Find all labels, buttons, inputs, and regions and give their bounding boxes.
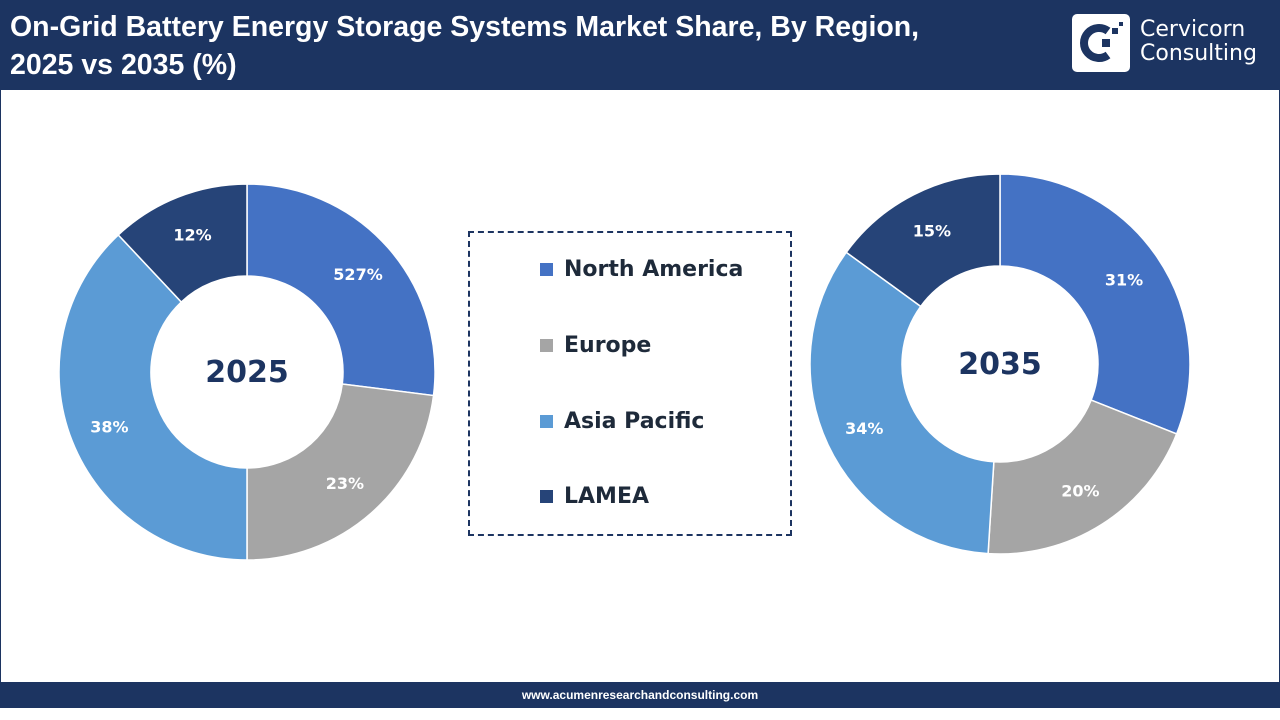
legend-item-europe: Europe xyxy=(540,330,651,360)
slice-2025-north-america xyxy=(246,183,436,397)
legend-swatch-europe xyxy=(540,338,553,352)
slice-label-2035-north-america: 31% xyxy=(1105,271,1143,290)
slice-2035-lamea xyxy=(845,173,1001,308)
legend-label-asia-pacific: Asia Pacific xyxy=(564,408,705,434)
legend-swatch-asia-pacific xyxy=(540,414,553,428)
slice-2035-north-america xyxy=(999,173,1191,435)
legend-item-north-america: North America xyxy=(540,254,743,284)
legend-item-asia-pacific: Asia Pacific xyxy=(540,406,704,436)
header-bar: On-Grid Battery Energy Storage Systems M… xyxy=(0,0,1280,90)
legend-swatch-lamea xyxy=(540,489,553,503)
slice-label-2035-lamea: 15% xyxy=(913,221,951,240)
legend-label-europe: Europe xyxy=(564,332,652,358)
legend-item-lamea: LAMEA xyxy=(540,481,649,511)
slice-2025-lamea xyxy=(117,183,248,304)
cervicorn-logo-text: Cervicorn Consulting xyxy=(1140,18,1257,66)
slice-label-2025-north-america: 527% xyxy=(333,265,382,284)
slice-label-2025-asia-pacific: 38% xyxy=(90,417,128,436)
chart-title-line2: 2025 vs 2035 (%) xyxy=(10,49,237,81)
donut-2035: 31% 20% 34% 15% 2035 xyxy=(809,173,1191,555)
legend-label-lamea: LAMEA xyxy=(564,483,649,509)
footer-bar: www.acumenresearchandconsulting.com xyxy=(0,682,1280,708)
legend: North America Europe Asia Pacific LAMEA xyxy=(468,231,792,536)
chart-title-line1: On-Grid Battery Energy Storage Systems M… xyxy=(10,11,920,43)
logo-line1: Cervicorn xyxy=(1140,17,1246,42)
logo-line2: Consulting xyxy=(1140,41,1257,66)
slice-2035-asia-pacific xyxy=(809,251,995,555)
slice-2035-europe xyxy=(987,399,1178,555)
donut-2025: 527% 23% 38% 12% 2025 xyxy=(58,183,436,561)
slice-label-2035-europe: 20% xyxy=(1061,482,1099,501)
chart-title: On-Grid Battery Energy Storage Systems M… xyxy=(10,8,1050,84)
legend-label-north-america: North America xyxy=(564,256,744,282)
slice-label-2025-europe: 23% xyxy=(326,474,364,493)
cervicorn-logo: Cervicorn Consulting xyxy=(1072,14,1272,72)
legend-swatch-north-america xyxy=(540,262,553,276)
slice-2025-europe xyxy=(246,383,435,561)
slice-label-2035-asia-pacific: 34% xyxy=(845,419,883,438)
donut-center-label-2035: 2035 xyxy=(958,347,1042,382)
cervicorn-logo-icon xyxy=(1072,14,1130,72)
donut-center-label-2025: 2025 xyxy=(205,355,289,390)
slice-label-2025-lamea: 12% xyxy=(173,225,211,244)
slice-2025-asia-pacific xyxy=(58,233,248,561)
footer-url: www.acumenresearchandconsulting.com xyxy=(521,688,759,702)
